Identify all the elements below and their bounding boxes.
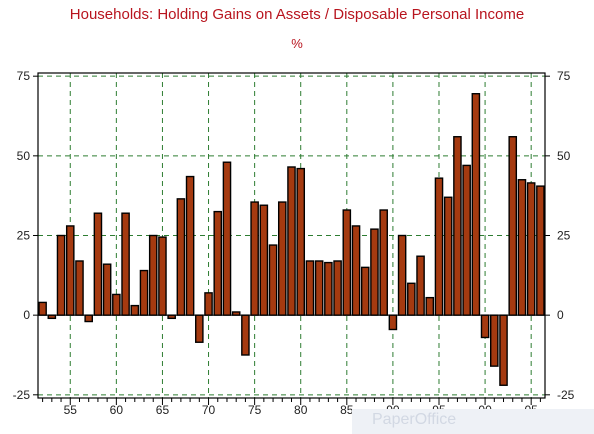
bar-1955 bbox=[65, 225, 75, 316]
bar-1960 bbox=[112, 293, 121, 316]
bar-2000 bbox=[480, 314, 490, 339]
bar-1969 bbox=[195, 314, 204, 343]
bar-1958 bbox=[93, 212, 103, 316]
x-tick-label-55: 55 bbox=[64, 403, 78, 417]
bar-1983 bbox=[324, 261, 333, 316]
bar-1963 bbox=[139, 269, 149, 316]
x-tick-label-80: 80 bbox=[294, 403, 308, 417]
bar-2005 bbox=[526, 182, 536, 316]
bar-1959 bbox=[102, 263, 112, 316]
bar-1977 bbox=[268, 244, 278, 316]
bar-1962 bbox=[130, 304, 140, 316]
bar-1988 bbox=[370, 228, 379, 316]
y-tick-label-right-25: 25 bbox=[557, 229, 571, 243]
bar-2004 bbox=[517, 179, 527, 316]
bar-1994 bbox=[425, 296, 435, 316]
x-tick-label-65: 65 bbox=[156, 403, 170, 417]
x-tick-label-70: 70 bbox=[202, 403, 216, 417]
bar-1976 bbox=[259, 204, 269, 316]
bar-1964 bbox=[148, 234, 158, 316]
chart-unit: % bbox=[291, 36, 303, 51]
y-tick-label-left-0: 0 bbox=[23, 308, 30, 322]
bar-1992 bbox=[407, 282, 416, 316]
bar-1968 bbox=[185, 175, 195, 316]
bar-1961 bbox=[121, 212, 130, 316]
watermark-text: PaperOffice bbox=[372, 411, 457, 428]
bar-1980 bbox=[296, 167, 306, 316]
bars bbox=[38, 93, 545, 386]
bar-1975 bbox=[250, 201, 259, 316]
bar-1989 bbox=[379, 209, 388, 316]
bar-1978 bbox=[277, 201, 287, 316]
bar-2001 bbox=[490, 314, 499, 367]
bar-1967 bbox=[176, 198, 186, 316]
bar-1952 bbox=[38, 301, 47, 316]
bar-1987 bbox=[360, 266, 370, 316]
y-tick-label-left--25: -25 bbox=[13, 388, 31, 402]
y-tick-label-left-50: 50 bbox=[17, 149, 31, 163]
bar-1995 bbox=[434, 177, 444, 316]
bar-1991 bbox=[397, 234, 407, 316]
bar-1957 bbox=[84, 314, 93, 323]
bar-1956 bbox=[75, 260, 84, 316]
bar-1984 bbox=[333, 260, 342, 316]
bar-1972 bbox=[222, 161, 232, 316]
bar-2006 bbox=[536, 185, 545, 316]
bar-1999 bbox=[471, 93, 481, 316]
bar-1993 bbox=[416, 255, 425, 316]
bar-1982 bbox=[314, 260, 324, 316]
x-tick-label-85: 85 bbox=[340, 403, 354, 417]
x-tick-label-75: 75 bbox=[248, 403, 262, 417]
bar-1974 bbox=[241, 314, 250, 356]
watermark: PaperOffice bbox=[352, 409, 594, 434]
y-tick-label-right-0: 0 bbox=[557, 308, 564, 322]
bar-1970 bbox=[204, 292, 213, 316]
bar-1986 bbox=[351, 225, 361, 316]
bar-1996 bbox=[443, 196, 453, 316]
bar-2002 bbox=[499, 314, 508, 386]
bar-1954 bbox=[56, 234, 66, 316]
y-tick-label-right-75: 75 bbox=[557, 69, 571, 83]
bar-1990 bbox=[388, 314, 398, 331]
bar-1981 bbox=[305, 260, 315, 316]
x-tick-label-60: 60 bbox=[110, 403, 124, 417]
y-tick-label-left-25: 25 bbox=[17, 229, 31, 243]
tick-labels: 75755050252500-25-2555606570758085909500… bbox=[13, 69, 575, 417]
y-tick-label-left-75: 75 bbox=[17, 69, 31, 83]
y-tick-label-right-50: 50 bbox=[557, 149, 571, 163]
bar-1998 bbox=[462, 164, 471, 316]
axes bbox=[33, 72, 550, 405]
bar-2003 bbox=[508, 136, 518, 316]
bar-1985 bbox=[342, 209, 352, 316]
y-tick-label-right--25: -25 bbox=[557, 388, 575, 402]
bar-1979 bbox=[287, 166, 296, 316]
bar-1965 bbox=[158, 236, 167, 316]
bar-1997 bbox=[453, 136, 462, 316]
bar-1971 bbox=[213, 210, 223, 316]
chart-title: Households: Holding Gains on Assets / Di… bbox=[69, 6, 525, 23]
